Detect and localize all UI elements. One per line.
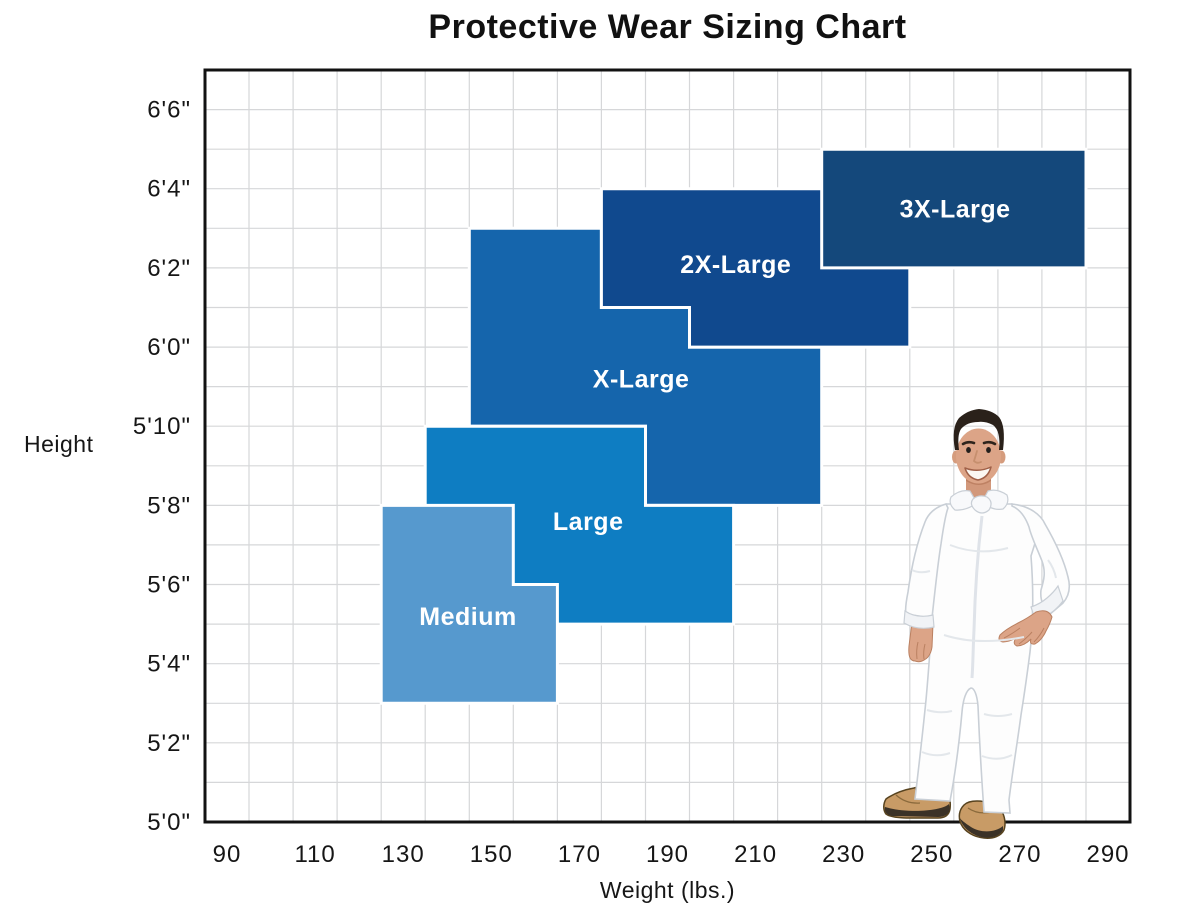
y-tick-label: 6'0" — [147, 334, 191, 361]
size-region-3x-large — [820, 147, 1088, 270]
size-region-medium — [379, 503, 559, 705]
x-tick-label: 250 — [910, 841, 953, 868]
page-title: Protective Wear Sizing Chart — [428, 8, 907, 46]
x-tick-label: 230 — [822, 841, 865, 868]
x-tick-label: 290 — [1086, 841, 1129, 868]
y-tick-label: 5'10" — [133, 413, 191, 440]
size-region-label-x-large: X-Large — [593, 366, 690, 394]
y-tick-label: 5'4" — [147, 651, 191, 678]
x-tick-label: 130 — [382, 841, 425, 868]
size-region-label-2x-large: 2X-Large — [680, 251, 791, 279]
man-coverall — [903, 503, 1071, 814]
y-axis-title: Height — [24, 431, 94, 457]
x-tick-label: 190 — [646, 841, 689, 868]
y-tick-label: 6'4" — [147, 176, 191, 203]
x-tick-label: 90 — [213, 841, 242, 868]
size-region-label-3x-large: 3X-Large — [900, 196, 1011, 224]
x-tick-label: 110 — [294, 841, 335, 868]
y-tick-label: 6'6" — [147, 97, 191, 124]
y-tick-label: 5'2" — [147, 730, 191, 757]
x-axis-title: Weight (lbs.) — [599, 877, 736, 903]
x-tick-label: 170 — [558, 841, 601, 868]
y-tick-label: 5'8" — [147, 492, 191, 519]
coverall-man-photo — [883, 409, 1071, 839]
man-head — [949, 409, 1009, 514]
plot-border — [203, 68, 1132, 824]
y-tick-label: 5'6" — [147, 572, 191, 599]
size-region-label-large: Large — [553, 508, 624, 536]
y-tick-label: 6'2" — [147, 255, 191, 282]
size-region-label-medium: Medium — [419, 603, 516, 631]
x-tick-label: 270 — [998, 841, 1041, 868]
y-tick-label: 5'0" — [147, 809, 191, 836]
x-tick-label: 150 — [470, 841, 513, 868]
x-tick-label: 210 — [734, 841, 777, 868]
